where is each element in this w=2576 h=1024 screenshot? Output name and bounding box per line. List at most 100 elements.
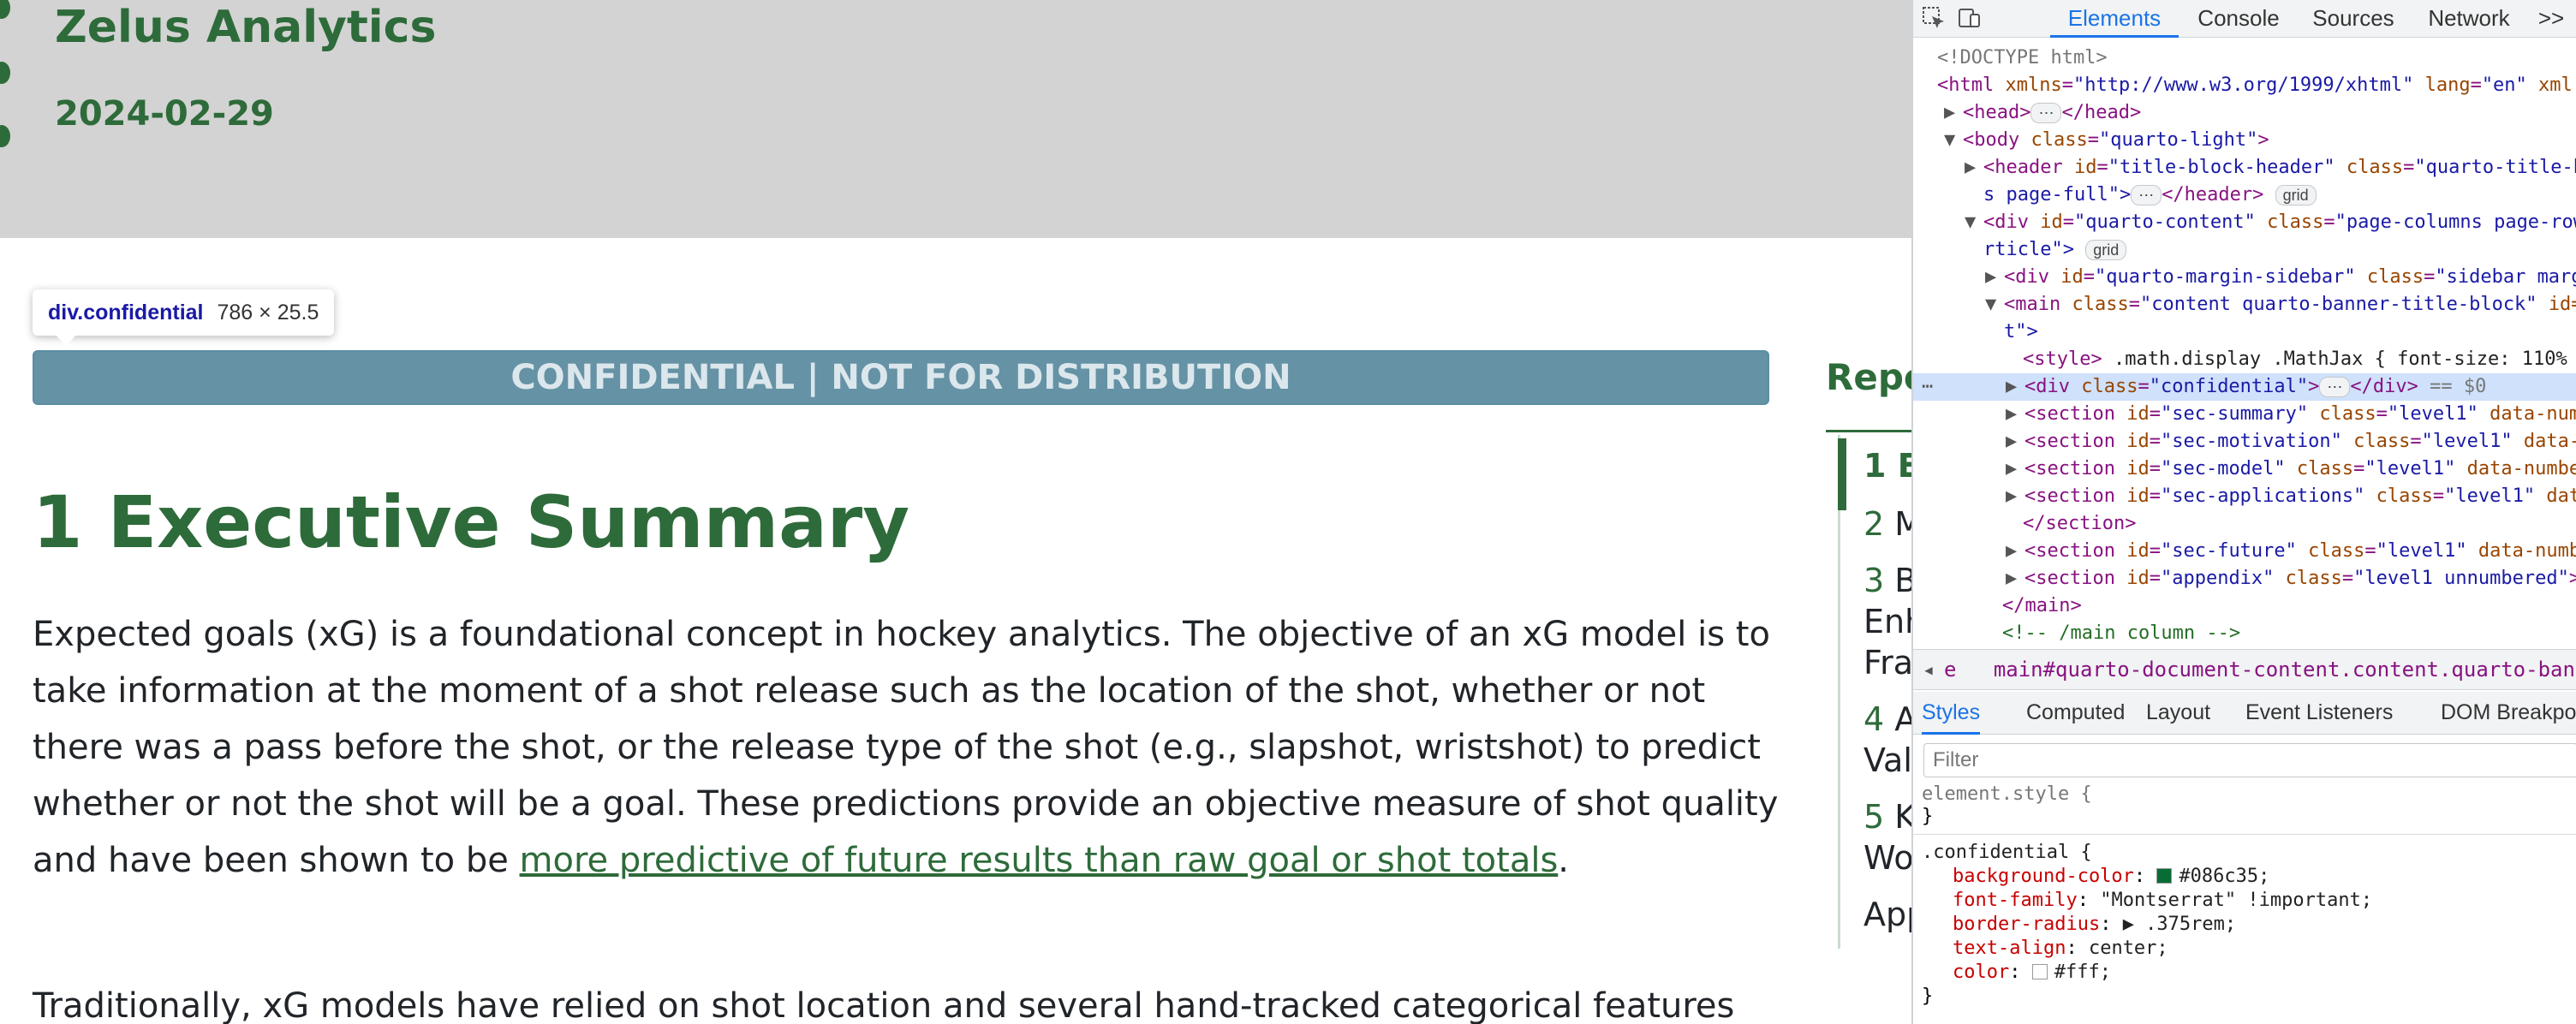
toc-item[interactable]: 3 B (1863, 562, 1911, 599)
expand-triangle-icon[interactable]: ▶ (2006, 540, 2018, 562)
tab-network[interactable]: Network (2428, 5, 2510, 31)
dom-attr: class (2308, 540, 2365, 562)
logo-dot (0, 0, 10, 19)
toc-item[interactable]: App (1863, 896, 1911, 933)
dom-text: <!DOCTYPE html> (1937, 47, 2108, 68)
tab-styles[interactable]: Styles (1922, 692, 1981, 735)
dom-node-main-cont: t"> (2004, 319, 2038, 346)
dom-node-doctype[interactable]: <!DOCTYPE html> (1937, 45, 2108, 72)
devtools-panel: Elements Console Sources Network >> <!DO… (1911, 0, 2576, 1024)
dom-tag: </div> (2350, 376, 2418, 397)
more-tabs-button[interactable]: >> (2537, 5, 2565, 31)
dom-node-confidential-selected[interactable]: ⋯ ▶ <div class="confidential"> ⋯ </div> == … (1913, 373, 2576, 401)
tab-sources[interactable]: Sources (2312, 5, 2394, 31)
rule-close: } (1922, 985, 1934, 1007)
rule-selector-text: element.style { (1922, 783, 2092, 805)
tab-elements[interactable]: Elements (2050, 0, 2179, 38)
dom-attr: class (2376, 485, 2433, 507)
dom-attr-value: "level1" (2364, 458, 2456, 479)
breadcrumb-scroll-left-icon[interactable]: ◂ (1922, 658, 1935, 682)
dom-attr: id= (2548, 294, 2576, 315)
dom-node-head[interactable]: ▶ <head> ⋯ </head> (1944, 99, 2141, 127)
dom-attr: id (2126, 485, 2150, 507)
dom-node-main[interactable]: ▼ <main class="content quarto-banner-titl… (1985, 291, 2576, 319)
dom-node-margin-sidebar[interactable]: ▶ <div id="quarto-margin-sidebar" class="… (1985, 264, 2576, 291)
toc-item-label: E (1897, 447, 1911, 485)
breadcrumb-item[interactable]: e (1944, 658, 1957, 682)
collapse-triangle-icon[interactable]: ▼ (1965, 211, 1977, 233)
dom-attr: class (2267, 211, 2324, 233)
rule-selector[interactable]: .confidential { (1922, 841, 2092, 865)
dom-node-style[interactable]: <style> .math.display .MathJax { font-si… (2023, 346, 2567, 373)
expand-triangle-icon[interactable]: ▶ (1965, 157, 1977, 178)
dom-node-header-cont: s page-full"> ⋯ </header> grid (1983, 182, 2317, 209)
toc-item[interactable]: 4 A (1863, 700, 1911, 738)
expand-triangle-icon[interactable]: ▶ (2006, 431, 2018, 452)
grid-badge[interactable]: grid (2085, 240, 2127, 260)
css-declaration[interactable]: background-color: #086c35; (1953, 866, 2270, 887)
tab-layout[interactable]: Layout (2146, 700, 2211, 724)
dom-node-section[interactable]: ▶ <section id="sec-motivation" class="lev… (2006, 428, 2576, 455)
expand-triangle-icon[interactable]: ▶ (2006, 568, 2018, 589)
toc-item[interactable]: 5 K (1863, 798, 1911, 836)
dom-node-section[interactable]: ▶ <section id="sec-future" class="level1"… (2006, 538, 2576, 565)
dom-node-section[interactable]: ▶ <section id="sec-model" class="level1" … (2006, 455, 2576, 483)
expand-triangle-icon[interactable]: ▶ (2006, 403, 2018, 425)
dom-attr-value: rticle"> (1983, 239, 2074, 260)
inspect-element-icon[interactable] (1920, 5, 1947, 33)
summary-paragraph: Expected goals (xG) is a foundational co… (33, 606, 1780, 889)
second-paragraph: Traditionally, xG models have relied on … (33, 986, 1735, 1024)
dom-node-comment: <!-- /main column --> (2002, 620, 2240, 647)
logo-dot (0, 125, 10, 147)
ellipsis-badge[interactable]: ⋯ (2131, 185, 2162, 205)
dom-node-section[interactable]: ▶ <section id="appendix" class="level1 un… (2006, 565, 2576, 592)
tab-dom-breakpoints[interactable]: DOM Breakpoi (2441, 700, 2576, 724)
styles-filter-input[interactable] (1923, 743, 2576, 777)
dom-node-quarto-content[interactable]: ▼ <div id="quarto-content" class="page-co… (1965, 209, 2576, 236)
rule-close: } (1922, 806, 1934, 827)
ellipsis-badge[interactable]: ⋯ (2319, 377, 2351, 397)
device-toolbar-icon[interactable] (1956, 5, 1983, 33)
inspect-tooltip: div.confidential 786 × 25.5 (33, 289, 335, 336)
dom-node-section[interactable]: ▶ <section id="sec-summary" class="level1… (2006, 401, 2576, 428)
toc-item-label: B (1894, 562, 1911, 599)
toc-item[interactable]: 2 M (1863, 505, 1911, 543)
collapse-triangle-icon[interactable]: ▼ (1944, 129, 1956, 151)
dom-attr: class (2319, 403, 2376, 425)
breadcrumb-item[interactable]: main#quarto-document-content.content.qua… (1993, 658, 2576, 682)
collapse-triangle-icon[interactable]: ▼ (1985, 294, 1997, 315)
expand-triangle-icon[interactable]: ▶ (2006, 485, 2018, 507)
ellipsis-icon[interactable]: ⋯ (1922, 376, 1934, 397)
dom-node-body[interactable]: ▼ <body class="quarto-light"> (1944, 127, 2269, 154)
predictive-link[interactable]: more predictive of future results than r… (519, 841, 1559, 880)
expand-triangle-icon[interactable]: ▶ (2006, 458, 2018, 479)
grid-badge[interactable]: grid (2275, 185, 2317, 205)
dom-attr-value: "quarto-content" (2073, 211, 2256, 233)
tab-console[interactable]: Console (2197, 5, 2280, 31)
color-swatch-icon[interactable] (2031, 964, 2048, 979)
ellipsis-badge[interactable]: ⋯ (2030, 103, 2062, 123)
toc-title: Repo (1826, 356, 1911, 398)
expand-triangle-icon[interactable]: ▶ (1944, 102, 1956, 123)
css-value: #086c35; (2179, 866, 2270, 887)
css-declaration[interactable]: font-family: "Montserrat" !important; (1953, 890, 2373, 911)
dom-node-header[interactable]: ▶ <header id="title-block-header" class="… (1965, 154, 2576, 182)
expand-triangle-icon[interactable]: ▶ (1985, 266, 1997, 288)
tooltip-selector: div.confidential (48, 300, 204, 324)
dom-node-section[interactable]: ▶ <section id="sec-applications" class="l… (2006, 483, 2576, 510)
color-swatch-icon[interactable] (2156, 868, 2173, 884)
tab-computed[interactable]: Computed (2026, 700, 2126, 724)
dom-tag: </head> (2061, 102, 2142, 123)
dom-tag: <body (1963, 129, 2020, 151)
css-declaration[interactable]: color: #fff; (1953, 961, 2111, 983)
tab-event-listeners[interactable]: Event Listeners (2245, 700, 2394, 724)
dom-selected-marker: == $0 (2430, 376, 2487, 397)
dom-tag: <section (2024, 403, 2115, 425)
toc-item[interactable]: 1 E (1863, 447, 1911, 485)
dom-tag: <main (2004, 294, 2061, 315)
css-declaration[interactable]: border-radius: ▶ .375rem; (1953, 914, 2237, 935)
css-declaration[interactable]: text-align: center; (1953, 938, 2168, 959)
expand-triangle-icon[interactable]: ▶ (2006, 376, 2018, 397)
dom-node-html[interactable]: <html xmlns="http://www.w3.org/1999/xhtm… (1937, 74, 2573, 96)
dom-tag: <head> (1963, 102, 2031, 123)
